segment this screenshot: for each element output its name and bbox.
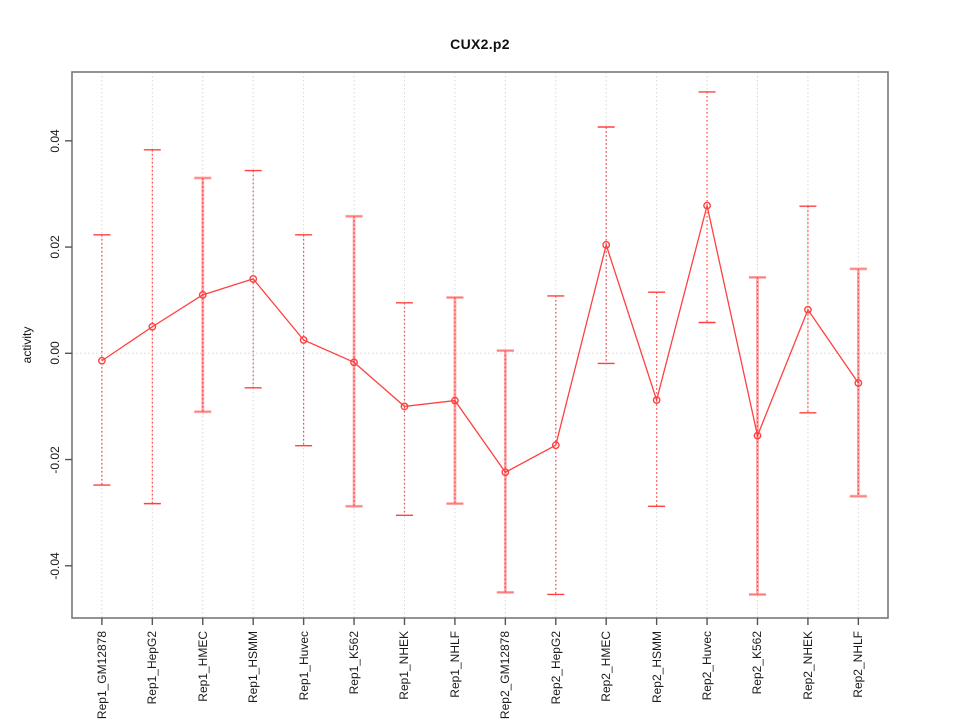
x-tick-label: Rep2_NHEK — [800, 631, 815, 700]
data-point — [148, 322, 157, 331]
data-point — [400, 402, 409, 411]
data-point — [551, 441, 560, 450]
y-tick-label: 0.04 — [48, 129, 62, 153]
y-tick-label: 0.00 — [48, 341, 62, 365]
data-point — [451, 396, 459, 405]
data-point — [198, 290, 207, 299]
data-point — [703, 201, 711, 210]
x-tick-label: Rep1_K562 — [347, 631, 362, 695]
data-point — [501, 468, 510, 477]
x-tick-label: Rep2_Huvec — [700, 631, 715, 701]
data-point — [249, 275, 258, 283]
data-point — [98, 356, 106, 365]
data-point — [299, 336, 308, 344]
x-tick-label: Rep1_HMEC — [195, 631, 210, 702]
data-point — [350, 358, 358, 367]
x-tick-label: Rep1_HSMM — [246, 631, 261, 704]
series-line — [101, 205, 859, 474]
x-tick-label: Rep2_K562 — [750, 631, 765, 695]
x-tick-label: Rep2_HMEC — [599, 631, 614, 702]
data-point — [804, 305, 812, 314]
x-tick-label: Rep1_HepG2 — [145, 631, 160, 705]
x-tick-label: Rep2_GM12878 — [498, 631, 513, 720]
x-tick-label: Rep2_HepG2 — [548, 631, 563, 705]
x-tick-label: Rep2_HSMM — [649, 631, 664, 704]
x-tick-label: Rep1_NHLF — [447, 631, 462, 698]
x-tick-label: Rep1_NHEK — [397, 631, 412, 700]
chart-title: CUX2.p2 — [450, 36, 510, 52]
x-tick-label: Rep1_GM12878 — [94, 631, 109, 720]
y-tick-label: -0.04 — [48, 552, 62, 580]
y-axis-title: activity — [20, 326, 34, 364]
x-tick-label: Rep2_NHLF — [851, 631, 866, 698]
plot-border — [71, 71, 889, 619]
y-tick-label: -0.02 — [48, 445, 62, 474]
x-tick-label: Rep1_Huvec — [296, 631, 311, 701]
y-tick-label: 0.02 — [48, 235, 62, 259]
data-point — [602, 241, 611, 249]
data-point — [854, 379, 863, 387]
data-point — [652, 396, 661, 404]
data-point — [753, 431, 762, 440]
